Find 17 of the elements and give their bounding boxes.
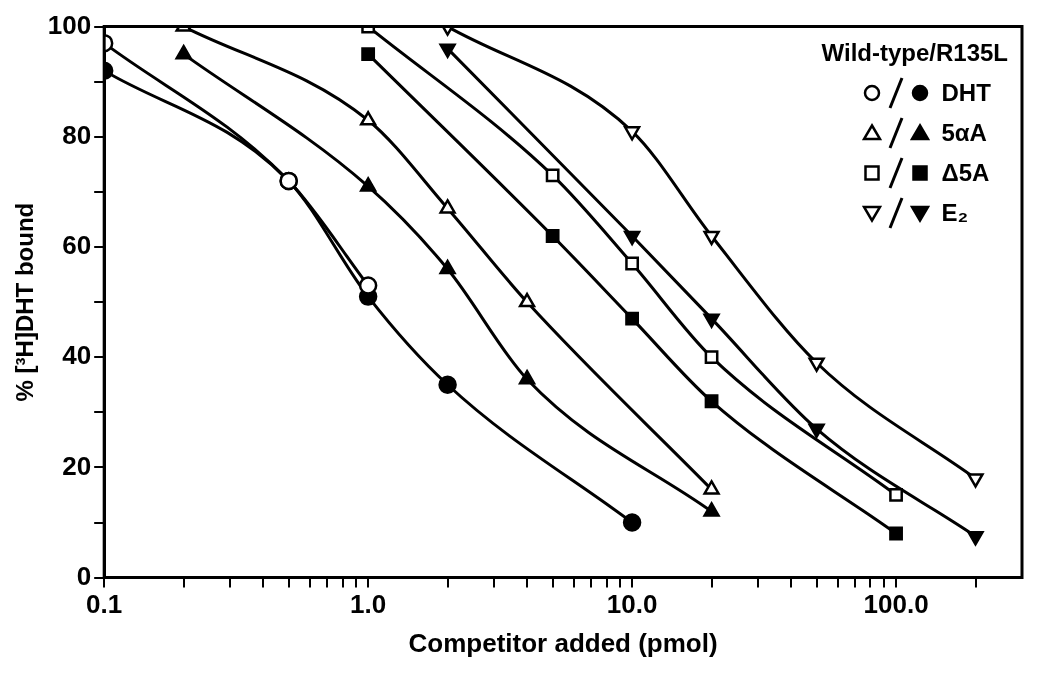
y-tick-label: 60 <box>62 230 92 261</box>
y-axis-title: % [³H]DHT bound <box>11 202 39 402</box>
y-tick-label: 100 <box>47 9 92 40</box>
x-tick-label: 0.1 <box>86 589 123 620</box>
legend-label: Δ5A <box>941 158 990 187</box>
y-tick-label: 0 <box>76 560 92 591</box>
legend-label: DHT <box>941 78 991 107</box>
legend-title: Wild-type/R135L <box>821 38 1008 67</box>
x-axis-title: Competitor added (pmol) <box>408 627 718 658</box>
x-tick-label: 10.0 <box>606 589 658 620</box>
y-tick-label: 20 <box>62 450 92 481</box>
x-tick-label: 1.0 <box>350 589 387 620</box>
y-tick-label: 40 <box>62 340 92 371</box>
y-tick-label: 80 <box>62 119 92 150</box>
legend-label: 5αA <box>941 118 987 147</box>
x-tick-label: 100.0 <box>863 589 929 620</box>
legend-label: E₂ <box>941 198 969 227</box>
